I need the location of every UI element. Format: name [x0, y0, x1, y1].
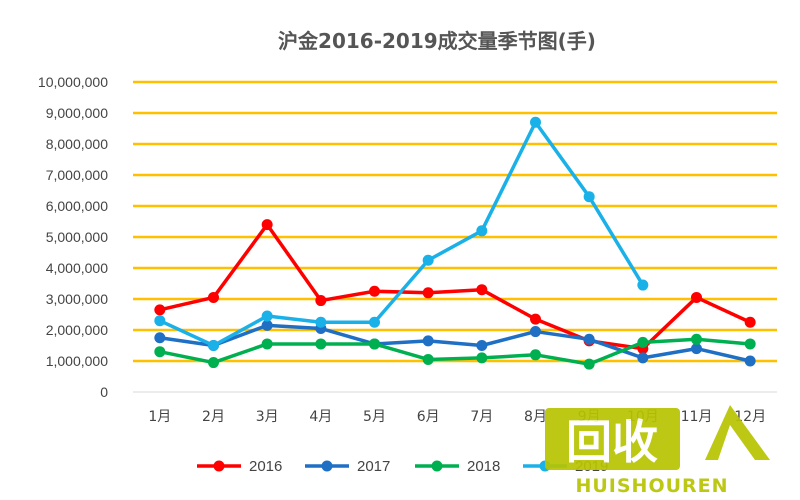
data-point — [315, 316, 327, 328]
data-point — [422, 353, 434, 365]
legend-label: 2018 — [467, 458, 500, 475]
y-axis: 0 1,000,000 2,000,000 3,000,000 4,000,000 5,0… — [38, 74, 108, 400]
data-point — [476, 340, 488, 351]
data-point — [369, 316, 380, 328]
y-tick-label: 10,000,000 — [38, 74, 108, 90]
data-point — [315, 338, 327, 350]
data-point — [691, 343, 702, 355]
legend-label: 2016 — [249, 458, 282, 475]
data-point — [530, 349, 541, 361]
data-point — [422, 335, 434, 347]
x-tick-label: 5月 — [363, 409, 386, 425]
y-tick-label: 1,000,000 — [46, 353, 108, 369]
y-tick-label: 8,000,000 — [46, 136, 108, 152]
x-tick-label: 1月 — [148, 409, 171, 425]
data-point — [637, 279, 649, 291]
watermark-logo: 回收 HUISHOUREN — [545, 405, 770, 497]
y-tick-label: 4,000,000 — [46, 260, 108, 276]
data-point — [583, 333, 595, 345]
data-point — [369, 285, 380, 297]
watermark-subtext: HUISHOUREN — [575, 475, 728, 497]
data-point — [530, 116, 541, 128]
watermark-badge — [545, 408, 680, 470]
series-line-2016 — [158, 222, 752, 351]
data-point — [208, 291, 219, 303]
series-2019 — [154, 116, 649, 351]
data-point — [369, 338, 380, 350]
data-point — [261, 319, 273, 331]
y-tick-label: 7,000,000 — [46, 167, 108, 183]
x-tick-label: 4月 — [309, 409, 332, 425]
data-point — [691, 333, 702, 345]
y-tick-label: 6,000,000 — [46, 198, 108, 214]
data-point — [154, 346, 166, 358]
legend-swatch-marker — [431, 460, 443, 472]
series-group — [154, 116, 756, 370]
data-point — [261, 219, 273, 231]
y-tick-label: 0 — [100, 384, 108, 400]
data-point — [744, 338, 756, 350]
data-point — [154, 315, 166, 327]
data-point — [422, 287, 434, 299]
legend-swatch-marker — [321, 460, 333, 472]
data-point — [637, 336, 649, 348]
data-point — [154, 332, 166, 344]
gridlines — [133, 80, 777, 363]
chart-title: 沪金2016-2019成交量季节图(手) — [278, 29, 596, 53]
data-point — [208, 340, 219, 351]
legend-item-2017: 2017 — [305, 458, 390, 475]
data-point — [476, 284, 488, 296]
series-2018 — [154, 333, 756, 370]
data-point — [422, 254, 434, 266]
legend-item-2016: 2016 — [197, 458, 282, 475]
x-axis: 1月2月3月4月5月6月7月8月9月10月11月12月 — [133, 391, 777, 425]
y-tick-label: 9,000,000 — [46, 105, 108, 121]
series-line-2017 — [158, 323, 752, 363]
data-point — [530, 313, 541, 325]
data-point — [637, 352, 649, 364]
data-point — [476, 352, 488, 364]
data-point — [208, 357, 219, 369]
y-tick-label: 2,000,000 — [46, 322, 108, 338]
x-tick-label: 7月 — [470, 409, 493, 425]
data-point — [261, 338, 273, 350]
y-tick-label: 3,000,000 — [46, 291, 108, 307]
x-tick-label: 11月 — [681, 409, 713, 425]
data-point — [476, 225, 488, 237]
legend-item-2018: 2018 — [415, 458, 500, 475]
watermark-main-text: 回收 — [566, 415, 658, 469]
data-point — [315, 295, 327, 307]
legend-swatch-marker — [213, 460, 225, 472]
watermark-figure-icon — [705, 405, 770, 460]
x-tick-label: 12月 — [734, 409, 766, 425]
x-tick-label: 6月 — [417, 409, 440, 425]
legend-label: 2017 — [357, 458, 390, 475]
y-tick-label: 5,000,000 — [46, 229, 108, 245]
x-tick-label: 8月 — [524, 409, 547, 425]
x-tick-label: 3月 — [256, 409, 279, 425]
data-point — [261, 310, 273, 322]
data-point — [744, 355, 756, 367]
data-point — [154, 304, 166, 316]
data-point — [583, 358, 595, 370]
data-point — [744, 316, 756, 328]
x-tick-label: 2月 — [202, 409, 225, 425]
series-line-2018 — [158, 337, 752, 366]
series-line-2019 — [158, 120, 645, 348]
data-point — [583, 191, 595, 203]
data-point — [691, 291, 702, 303]
data-point — [530, 326, 541, 338]
